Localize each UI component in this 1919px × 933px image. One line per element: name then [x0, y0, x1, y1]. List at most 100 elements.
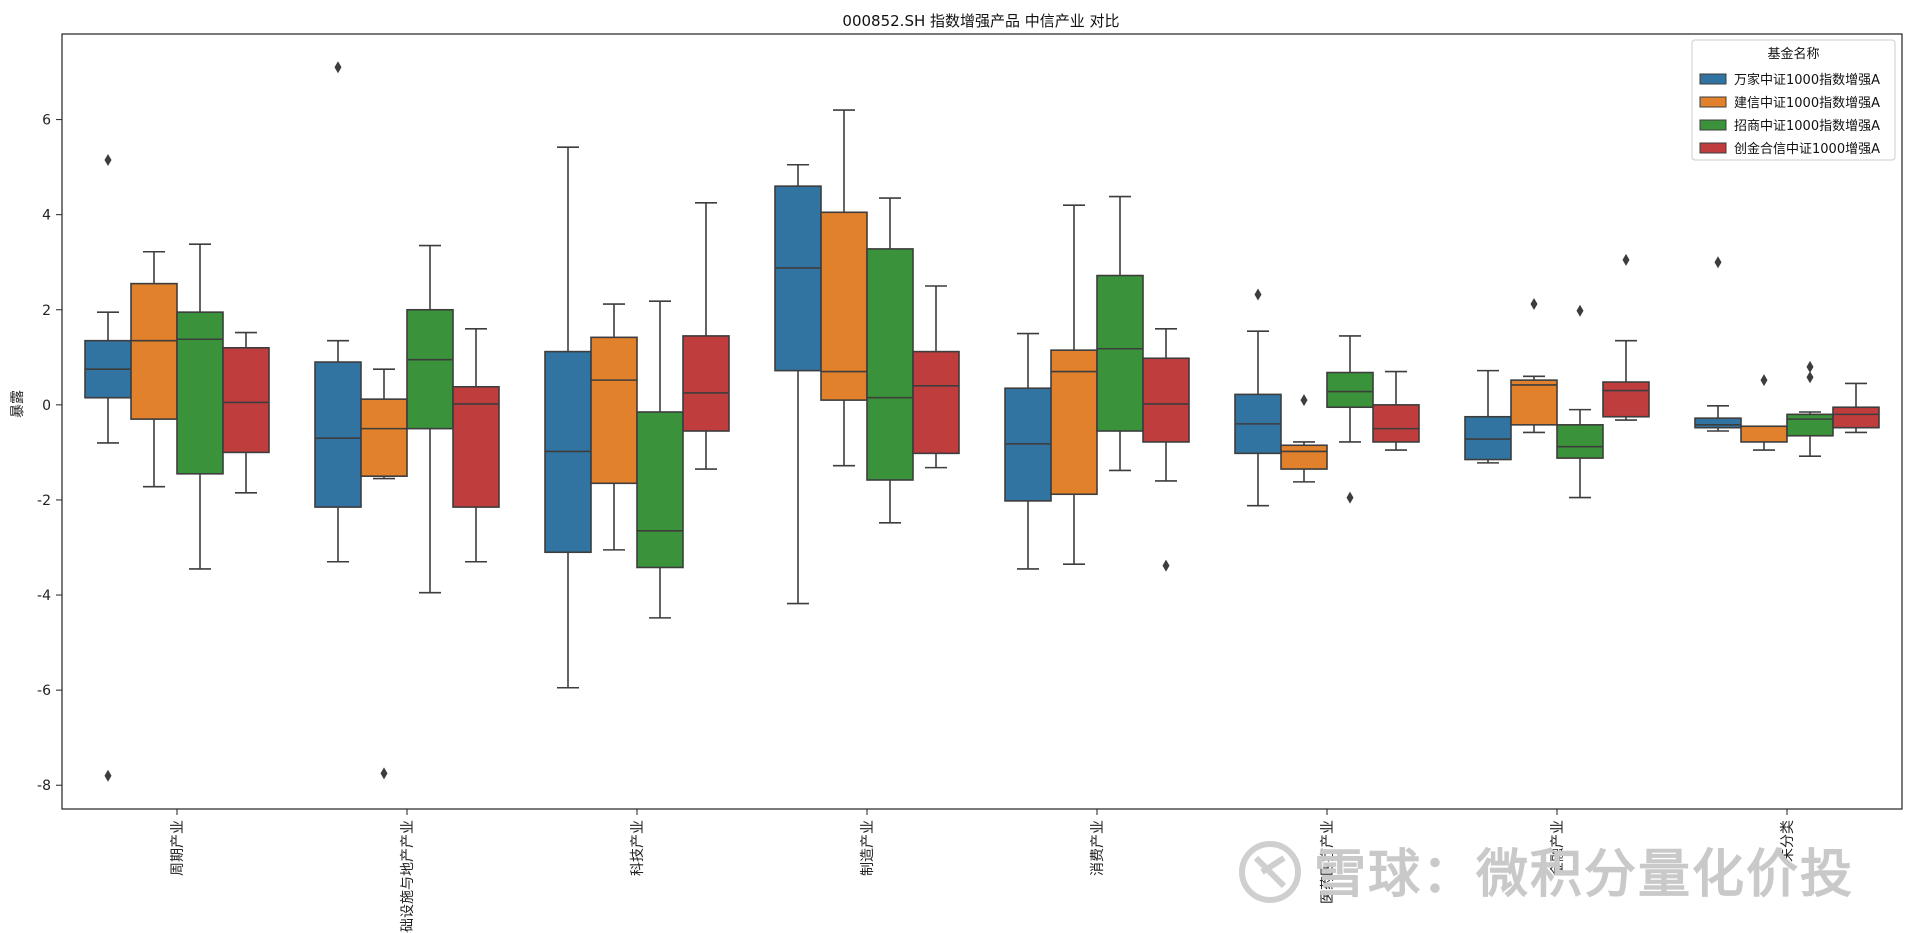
- box-2-1: [406, 244, 454, 594]
- box-iqr: [866, 248, 914, 481]
- box-iqr: [590, 336, 638, 485]
- box-1-2: [590, 303, 638, 551]
- y-tick-label: 2: [42, 303, 51, 319]
- box-2-0: [176, 243, 224, 570]
- legend-swatch: [1699, 96, 1727, 108]
- box-2-5: [1326, 335, 1374, 504]
- box-iqr: [360, 398, 408, 477]
- box-iqr: [222, 347, 270, 454]
- legend-swatch: [1699, 119, 1727, 131]
- box-0-4: [1004, 332, 1052, 570]
- outlier-point: [1576, 304, 1584, 317]
- box-2-7: [1786, 360, 1834, 458]
- box-iqr: [774, 185, 822, 372]
- box-iqr: [1096, 274, 1144, 432]
- box-iqr: [1326, 371, 1374, 409]
- x-tick-label: 科技产业: [630, 820, 646, 876]
- x-tick-label: 医药医疗产业: [1320, 820, 1336, 904]
- box-iqr: [1740, 425, 1788, 443]
- box-0-1: [314, 61, 362, 563]
- y-tick-label: -6: [37, 683, 51, 699]
- legend-entry: 万家中证1000指数增强A: [1734, 72, 1880, 88]
- box-3-6: [1602, 253, 1650, 421]
- outlier-point: [1300, 394, 1308, 407]
- box-iqr: [1694, 417, 1742, 429]
- y-tick-label: 6: [42, 113, 51, 129]
- box-0-5: [1234, 288, 1282, 507]
- box-iqr: [176, 311, 224, 475]
- x-tick-label: 未分类: [1780, 820, 1796, 862]
- box-iqr: [820, 211, 868, 401]
- x-tick-label: 周期产业: [170, 820, 186, 876]
- box-iqr: [912, 350, 960, 455]
- plot-frame: [61, 33, 1903, 810]
- legend-frame: [1691, 39, 1896, 161]
- box-3-4: [1142, 327, 1190, 572]
- box-0-6: [1464, 369, 1512, 464]
- y-tick-label: 4: [42, 208, 51, 224]
- box-iqr: [1786, 413, 1834, 437]
- legend-entry: 招商中证1000指数增强A: [1734, 119, 1880, 134]
- box-iqr: [1602, 381, 1650, 418]
- box-2-3: [866, 197, 914, 524]
- outlier-point: [334, 61, 342, 74]
- outlier-point: [380, 767, 388, 780]
- box-3-2: [682, 201, 730, 470]
- box-iqr: [406, 308, 454, 430]
- outlier-point: [1622, 253, 1630, 266]
- legend-entry: 创金合信中证1000增强A: [1734, 141, 1880, 157]
- box-3-0: [222, 331, 270, 494]
- y-tick-label: -4: [37, 588, 51, 604]
- x-tick-label: 消费产业: [1090, 820, 1106, 876]
- outlier-point: [1162, 559, 1170, 572]
- outlier-point: [1254, 288, 1262, 301]
- outlier-point: [1530, 298, 1538, 311]
- y-tick-label: 0: [42, 398, 51, 414]
- y-tick-label: -8: [37, 778, 51, 794]
- box-iqr: [1050, 349, 1098, 496]
- x-tick-label: 基础设施与地产产业: [399, 820, 416, 933]
- box-iqr: [1142, 357, 1190, 443]
- outlier-point: [1714, 256, 1722, 269]
- box-iqr: [130, 282, 178, 420]
- box-3-7: [1832, 382, 1880, 434]
- box-0-3: [774, 163, 822, 605]
- outlier-point: [1760, 374, 1768, 387]
- legend-title: 基金名称: [1767, 46, 1819, 62]
- outlier-point: [1346, 491, 1354, 504]
- box-iqr: [1464, 415, 1512, 461]
- box-iqr: [636, 411, 684, 569]
- box-2-2: [636, 300, 684, 619]
- chart-title: 000852.SH 指数增强产品 中信产业 对比: [842, 12, 1119, 30]
- box-1-6: [1510, 298, 1558, 434]
- box-1-3: [820, 109, 868, 467]
- y-axis-label: 暴露: [10, 390, 26, 418]
- legend-entry: 建信中证1000指数增强A: [1734, 96, 1880, 111]
- box-3-5: [1372, 370, 1420, 451]
- box-3-3: [912, 285, 960, 469]
- box-1-0: [130, 250, 178, 488]
- box-iqr: [1832, 406, 1880, 429]
- legend-swatch: [1699, 142, 1727, 154]
- box-iqr: [1280, 444, 1328, 470]
- outlier-point: [1806, 360, 1814, 373]
- box-3-1: [452, 327, 500, 563]
- watermark-logo-icon: [1239, 841, 1301, 903]
- box-2-6: [1556, 304, 1604, 499]
- legend-swatch: [1699, 73, 1727, 85]
- box-1-7: [1740, 374, 1788, 451]
- box-iqr: [682, 335, 730, 432]
- box-iqr: [1510, 379, 1558, 426]
- box-iqr: [314, 361, 362, 508]
- plot-area: -8 -6 -4 -2 0 2 4 6 周期产业 基础设施与地产产业 科技产业 制造产业 消费产业 医药医…: [37, 33, 1903, 933]
- outlier-point: [1806, 371, 1814, 384]
- box-2-4: [1096, 195, 1144, 472]
- box-iqr: [1372, 404, 1420, 443]
- outlier-point: [104, 153, 112, 166]
- outlier-point: [104, 769, 112, 782]
- box-1-1: [360, 368, 408, 780]
- box-iqr: [452, 385, 500, 508]
- watermark-text: 雪球：微积分量化价投: [1314, 845, 1854, 905]
